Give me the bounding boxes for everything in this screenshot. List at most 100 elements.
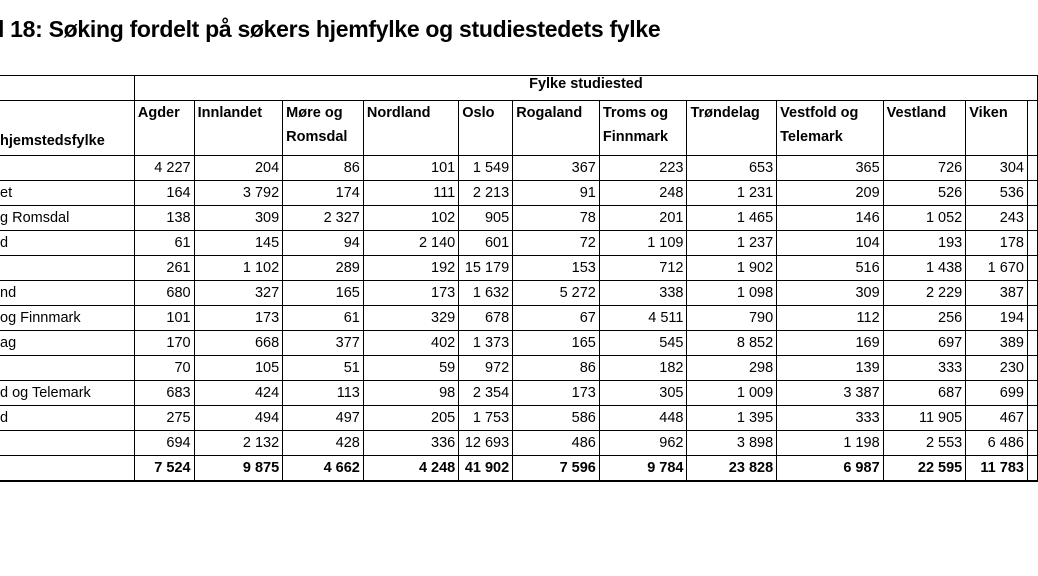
- table-cell: 41 902: [458, 455, 514, 482]
- table-cell: 424: [193, 380, 284, 406]
- table-row: d 275 494 497 205 1 753 586 448 1 395 333 11 905 46…: [0, 405, 1038, 431]
- table-row: d 61 145 94 2 140 601 72 1 109 1 237 104 193 178: [0, 230, 1038, 256]
- table-cell: 428: [282, 430, 364, 456]
- table-cell: 3 792: [193, 180, 284, 206]
- table-cell: 545: [598, 330, 688, 356]
- table-cell: 486: [512, 430, 600, 456]
- table-cell: 111: [362, 180, 460, 206]
- table-cell: 387: [965, 280, 1028, 306]
- table-cell: 146: [776, 205, 884, 231]
- row-header: hjemstedsfylke: [0, 100, 135, 156]
- table-cell: 678: [458, 305, 514, 331]
- table-cell-clipped: [1026, 305, 1038, 331]
- column-header: Rogaland: [512, 100, 600, 156]
- table-cell: 204: [193, 155, 284, 181]
- row-label: [0, 455, 135, 482]
- table-cell: 1 231: [686, 180, 778, 206]
- table-cell: 1 102: [193, 255, 284, 281]
- table-cell: 4 662: [282, 455, 364, 482]
- table-cell: 601: [458, 230, 514, 256]
- table-cell: 2 327: [282, 205, 364, 231]
- column-header-line: Innlandet: [197, 105, 263, 121]
- table-cell: 164: [133, 180, 195, 206]
- column-header-line: Romsdal: [286, 129, 348, 145]
- row-label: nd: [0, 280, 135, 306]
- table-cell: 112: [776, 305, 884, 331]
- table-row: 4 227 204 86 101 1 549 367 223 653 365 726 304: [0, 155, 1038, 181]
- table-cell: 1 753: [458, 405, 514, 431]
- column-header: Nordland: [362, 100, 460, 156]
- table-cell: 178: [965, 230, 1028, 256]
- table-cell-clipped: [1026, 430, 1038, 456]
- data-table: Fylke studiested hjemstedsfylke Agder Inn…: [0, 75, 1038, 482]
- table-cell: 169: [776, 330, 884, 356]
- table-cell: 230: [965, 355, 1028, 381]
- table-cell: 101: [133, 305, 195, 331]
- table-cell: 256: [882, 305, 967, 331]
- table-cell: 275: [133, 405, 195, 431]
- row-label: [0, 255, 135, 281]
- table-cell: 8 852: [686, 330, 778, 356]
- table-cell: 104: [776, 230, 884, 256]
- table-cell: 1 549: [458, 155, 514, 181]
- table-cell: 1 395: [686, 405, 778, 431]
- row-label: [0, 155, 135, 181]
- table-cell: 78: [512, 205, 600, 231]
- table-cell: 494: [193, 405, 284, 431]
- table-cell: 153: [512, 255, 600, 281]
- table-cell: 367: [512, 155, 600, 181]
- table-cell-clipped: [1026, 280, 1038, 306]
- table-cell: 105: [193, 355, 284, 381]
- table-cell: 327: [193, 280, 284, 306]
- table-cell: 201: [598, 205, 688, 231]
- table-cell: 51: [282, 355, 364, 381]
- table-cell: 173: [193, 305, 284, 331]
- row-label: d og Telemark: [0, 380, 135, 406]
- table-cell: 683: [133, 380, 195, 406]
- table-cell: 9 875: [193, 455, 284, 482]
- total-row: 7 524 9 875 4 662 4 248 41 902 7 596 9 784 23 8…: [0, 455, 1038, 482]
- table-cell: 687: [882, 380, 967, 406]
- table-cell: 15 179: [458, 255, 514, 281]
- table-cell: 12 693: [458, 430, 514, 456]
- table-cell: 1 052: [882, 205, 967, 231]
- table-cell: 305: [598, 380, 688, 406]
- table-cell: 11 783: [965, 455, 1028, 482]
- table-cell: 2 132: [193, 430, 284, 456]
- table-title: l 18: Søking fordelt på søkers hjemfylke…: [0, 16, 661, 42]
- table-cell: 94: [282, 230, 364, 256]
- table-cell: 6 486: [965, 430, 1028, 456]
- table-cell: 329: [362, 305, 460, 331]
- table-cell: 91: [512, 180, 600, 206]
- table-cell: 2 140: [362, 230, 460, 256]
- table-cell: 962: [598, 430, 688, 456]
- column-header-line: Telemark: [780, 129, 843, 145]
- table-cell: 205: [362, 405, 460, 431]
- table-cell: 11 905: [882, 405, 967, 431]
- table-cell: 905: [458, 205, 514, 231]
- table-cell-clipped: [1026, 155, 1038, 181]
- table-row: 261 1 102 289 192 15 179 153 712 1 902 516 1 438 1…: [0, 255, 1038, 281]
- column-header-line: Trøndelag: [690, 105, 760, 121]
- table-cell: 1 465: [686, 205, 778, 231]
- table-cell: 7 524: [133, 455, 195, 482]
- table-cell: 309: [193, 205, 284, 231]
- column-header-line: Møre og: [286, 105, 343, 121]
- table-cell-clipped: [1026, 330, 1038, 356]
- table-cell-clipped: [1026, 405, 1038, 431]
- table-row: nd 680 327 165 173 1 632 5 272 338 1 098 309 2 229…: [0, 280, 1038, 306]
- table-cell: 145: [193, 230, 284, 256]
- column-header: Trøndelag: [686, 100, 778, 156]
- table-cell: 333: [882, 355, 967, 381]
- table-cell: 248: [598, 180, 688, 206]
- table-cell: 304: [965, 155, 1028, 181]
- table-row: ag 170 668 377 402 1 373 165 545 8 852 169 697 389: [0, 330, 1038, 356]
- table-cell: 243: [965, 205, 1028, 231]
- table-cell: 61: [282, 305, 364, 331]
- table-cell: 101: [362, 155, 460, 181]
- table-cell: 98: [362, 380, 460, 406]
- column-header-line: Troms og: [602, 105, 669, 121]
- table-cell: 22 595: [882, 455, 967, 482]
- table-cell: 61: [133, 230, 195, 256]
- table-cell: 223: [598, 155, 688, 181]
